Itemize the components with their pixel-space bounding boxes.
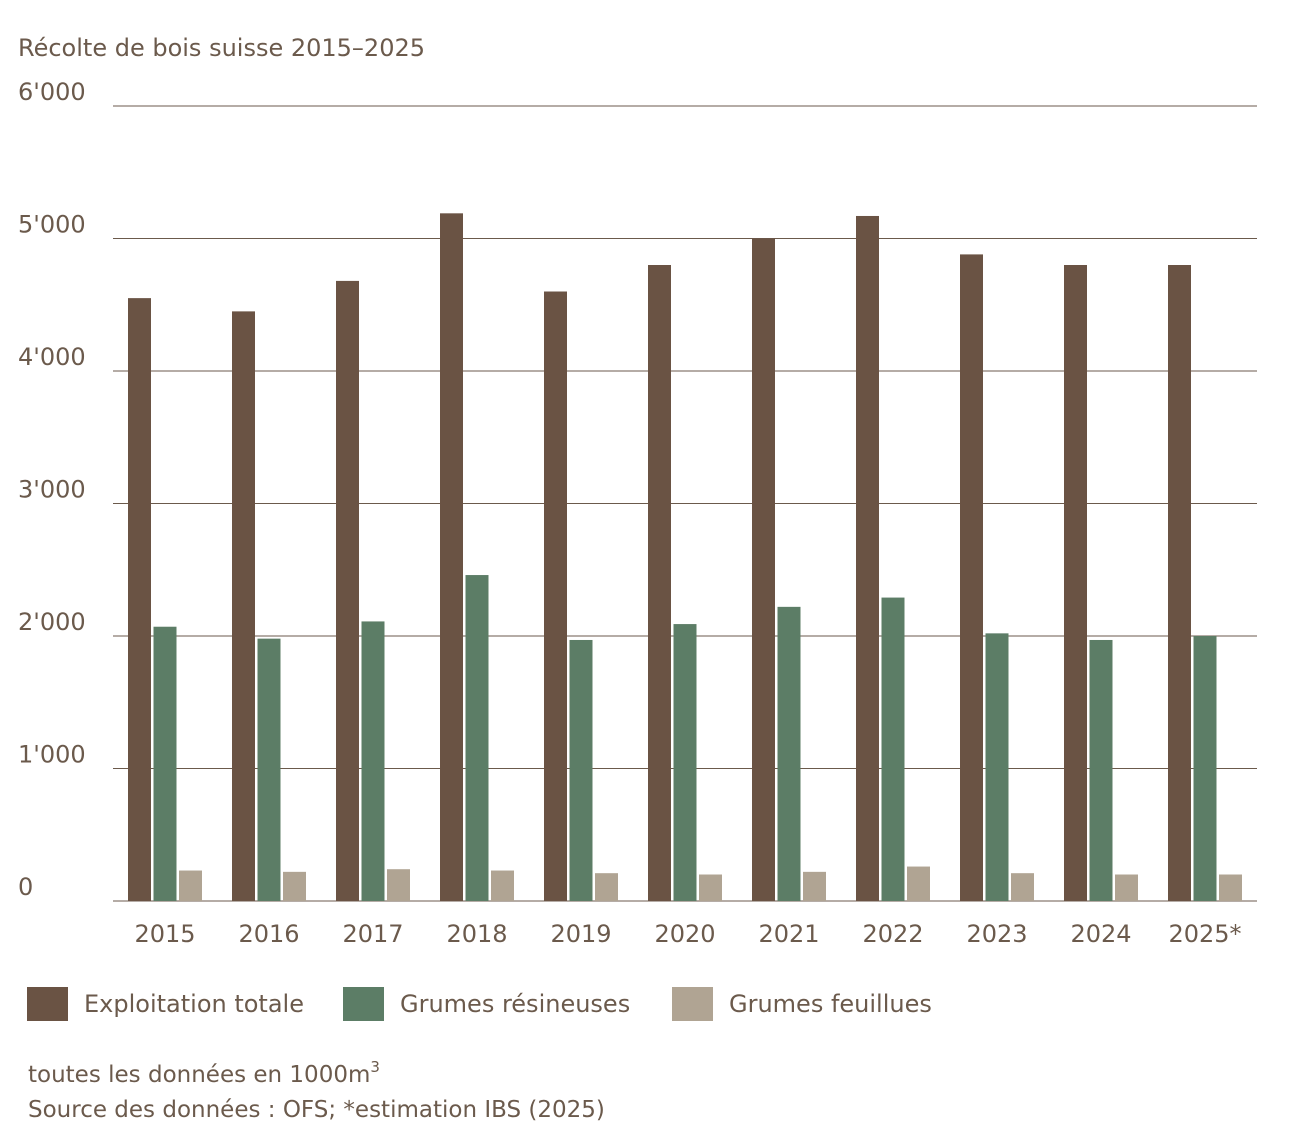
legend-label: Grumes feuillues	[729, 990, 932, 1018]
y-tick-label: 2'000	[18, 608, 86, 636]
legend-swatch	[27, 987, 68, 1021]
bar	[128, 298, 151, 901]
bar	[1219, 874, 1242, 901]
y-tick-label: 6'000	[18, 78, 86, 106]
bar	[1064, 265, 1087, 901]
legend-swatch	[672, 987, 713, 1021]
bar	[179, 870, 202, 901]
bar	[1193, 636, 1217, 901]
bar	[232, 311, 255, 901]
x-tick-label: 2016	[238, 920, 299, 948]
x-tick-label: 2024	[1070, 920, 1131, 948]
bar	[387, 869, 410, 901]
bar	[777, 606, 801, 901]
bar	[752, 238, 775, 901]
chart-title: Récolte de bois suisse 2015–2025	[18, 34, 425, 62]
x-tick-label: 2022	[862, 920, 923, 948]
bar	[283, 871, 306, 901]
legend-label: Exploitation totale	[84, 990, 304, 1018]
y-tick-label: 0	[18, 873, 33, 901]
bar	[465, 575, 489, 901]
bar	[440, 213, 463, 901]
units-note: toutes les données en 1000m3	[28, 1058, 380, 1088]
x-tick-label: 2015	[134, 920, 195, 948]
x-tick-label: 2018	[446, 920, 507, 948]
bar	[153, 626, 177, 901]
bar	[907, 866, 930, 901]
bar	[569, 639, 593, 901]
units-superscript: 3	[370, 1058, 380, 1076]
bar	[361, 621, 385, 901]
units-note-text: toutes les données en 1000m	[28, 1062, 370, 1088]
y-tick-label: 5'000	[18, 211, 86, 239]
x-tick-label: 2023	[966, 920, 1027, 948]
bar	[1115, 874, 1138, 901]
source-note: Source des données : OFS; *estimation IB…	[28, 1097, 605, 1123]
bar	[803, 871, 826, 901]
bar	[336, 280, 359, 901]
bar	[856, 215, 879, 902]
bar	[960, 254, 983, 901]
x-tick-label: 2025*	[1168, 920, 1241, 948]
x-tick-label: 2020	[654, 920, 715, 948]
bar	[544, 291, 567, 901]
bar	[1168, 265, 1191, 901]
y-tick-label: 1'000	[18, 741, 86, 769]
bar	[491, 870, 514, 901]
legend-label: Grumes résineuses	[400, 990, 630, 1018]
bar	[595, 873, 618, 901]
x-tick-label: 2017	[342, 920, 403, 948]
y-tick-label: 4'000	[18, 343, 86, 371]
x-tick-label: 2021	[758, 920, 819, 948]
bar	[985, 633, 1009, 901]
bar	[881, 597, 905, 901]
x-tick-label: 2019	[550, 920, 611, 948]
bar	[1011, 873, 1034, 901]
bar	[673, 624, 697, 901]
bar	[648, 265, 671, 901]
bar	[699, 874, 722, 901]
y-tick-label: 3'000	[18, 476, 86, 504]
bar	[1089, 639, 1113, 901]
bar	[257, 638, 281, 901]
legend-swatch	[343, 987, 384, 1021]
